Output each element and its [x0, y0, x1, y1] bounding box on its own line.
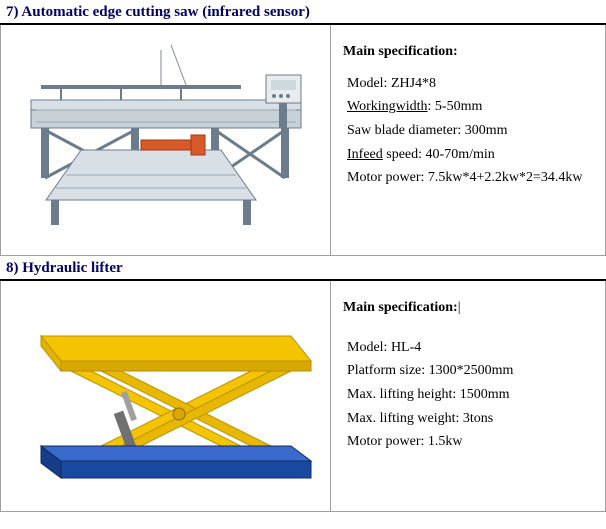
spec-workingwidth: Workingwidth: 5-50mm — [347, 96, 595, 118]
spec-title: Main specification: — [343, 297, 595, 319]
spec-infeed: Infeed speed: 40-70m/min — [347, 144, 595, 166]
section-8-row: Main specification: Model: HL-4 Platform… — [0, 281, 606, 512]
lifter-spec-cell: Main specification: Model: HL-4 Platform… — [331, 281, 605, 511]
lifter-image-cell — [1, 281, 331, 511]
spec-height: Max. lifting height: 1500mm — [347, 384, 595, 406]
saw-image-cell — [1, 25, 331, 255]
spec-model: Model: HL-4 — [347, 337, 595, 359]
spec-motor: Motor power: 1.5kw — [347, 431, 595, 453]
section-8-title: 8) Hydraulic lifter — [0, 256, 606, 281]
spec-platform: Platform size: 1300*2500mm — [347, 360, 595, 382]
spec-blade: Saw blade diameter: 300mm — [347, 120, 595, 142]
section-7-title: 7) Automatic edge cutting saw (infrared … — [0, 0, 606, 25]
spec-motor: Motor power: 7.5kw*4+2.2kw*2=34.4kw — [347, 167, 595, 189]
section-7-row: Main specification: Model: ZHJ4*8 Workin… — [0, 25, 606, 256]
saw-spec-cell: Main specification: Model: ZHJ4*8 Workin… — [331, 25, 605, 255]
hydraulic-lifter-illustration — [11, 296, 321, 496]
spec-title: Main specification: — [343, 41, 595, 63]
saw-machine-illustration — [11, 40, 321, 240]
spec-model: Model: ZHJ4*8 — [347, 73, 595, 95]
spec-weight: Max. lifting weight: 3tons — [347, 408, 595, 430]
